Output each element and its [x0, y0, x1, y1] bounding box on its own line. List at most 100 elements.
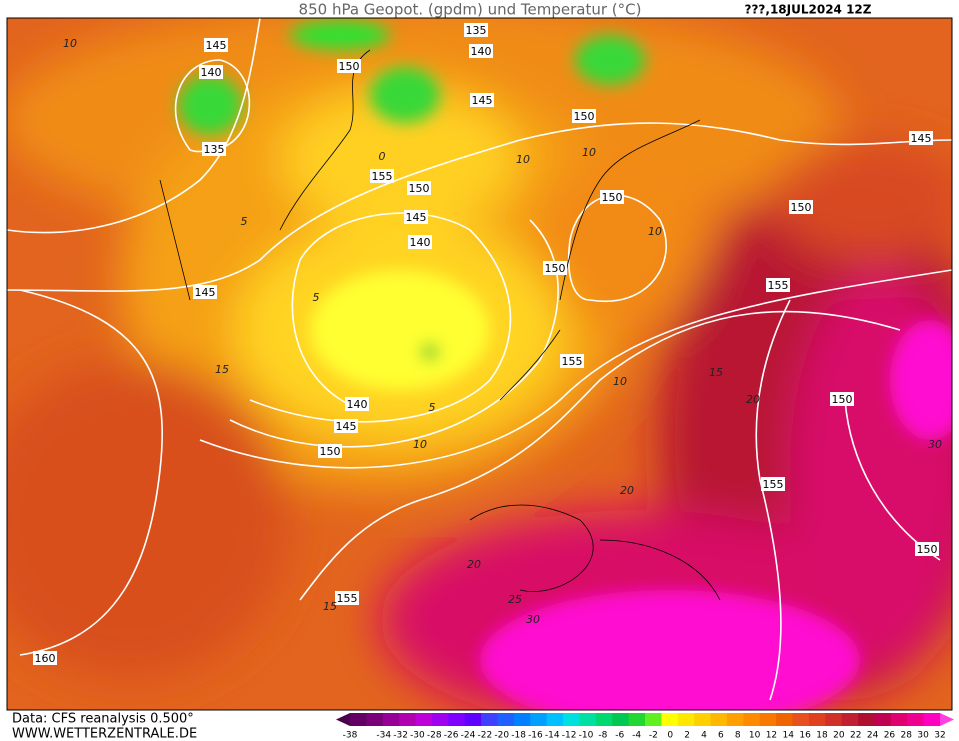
temperature-label: 10 [516, 153, 530, 166]
colorbar-label: 22 [850, 731, 861, 741]
temperature-label: 0 [379, 150, 386, 163]
colorbar-label: 30 [917, 731, 929, 741]
colorbar-swatch [546, 713, 564, 726]
height-label: 145 [195, 286, 216, 299]
colorbar-swatch [677, 713, 695, 726]
height-label: 150 [602, 191, 623, 204]
colorbar-label: -22 [478, 731, 493, 741]
temperature-label: 30 [928, 438, 942, 451]
site: WWW.WETTERZENTRALE.DE [12, 727, 197, 741]
height-label: 135 [204, 143, 225, 156]
temperature-label: 25 [508, 593, 522, 606]
colorbar-swatch [825, 713, 843, 726]
height-label-box [600, 190, 624, 204]
height-label: 145 [406, 211, 427, 224]
colorbar-swatch [858, 713, 875, 726]
height-label-box [469, 44, 493, 58]
colorbar-label: 28 [901, 731, 913, 741]
colorbar-label: -2 [649, 731, 658, 741]
height-label: 140 [347, 398, 368, 411]
height-label: 145 [472, 94, 493, 107]
height-label: 135 [466, 24, 487, 37]
colorbar-label: 4 [701, 731, 707, 741]
colorbar-swatch [513, 713, 531, 726]
colorbar-label: -28 [427, 731, 442, 741]
data-source: Data: CFS reanalysis 0.500° [12, 712, 194, 727]
colorbar-label: 14 [783, 731, 795, 741]
contour-labels: 1451401351351401501451501551501451401501… [33, 23, 942, 665]
height-label: 145 [336, 420, 357, 433]
height-label-box [193, 285, 217, 299]
colorbar-label: 20 [833, 731, 845, 741]
height-label-box [560, 354, 584, 368]
colorbar-label: 6 [718, 731, 724, 741]
height-label-box [318, 444, 342, 458]
height-label: 160 [35, 652, 56, 665]
colorbar-arrow [336, 713, 350, 726]
colorbar-label: -12 [562, 731, 577, 741]
colorbar-label: 2 [684, 731, 690, 741]
height-label: 150 [574, 110, 595, 123]
temperature-label: 10 [582, 146, 596, 159]
run-time: ???,18JUL2024 12Z [745, 3, 872, 17]
height-label-box [572, 109, 596, 123]
colorbar-swatch [776, 713, 793, 726]
colorbar-swatch [710, 713, 728, 726]
colorbar-swatch [628, 713, 646, 726]
colorbar-label: 26 [884, 731, 896, 741]
height-label-box [370, 169, 394, 183]
colorbar-swatch [726, 713, 744, 726]
colorbar-label: -24 [461, 731, 476, 741]
temperature-label: 5 [313, 291, 320, 304]
height-label: 150 [791, 201, 812, 214]
colorbar-swatch [530, 713, 548, 726]
colorbar-swatch [907, 713, 925, 726]
colorbar-swatch [415, 713, 433, 726]
height-label-box [202, 142, 226, 156]
colorbar-label: -20 [494, 731, 509, 741]
height-label: 155 [372, 170, 393, 183]
height-label: 150 [320, 445, 341, 458]
temperature-label: 10 [613, 375, 627, 388]
colorbar-swatch [431, 713, 449, 726]
colorbar-swatch [792, 713, 810, 726]
height-label: 150 [545, 262, 566, 275]
colorbar-swatch [350, 713, 367, 726]
height-label-box [761, 477, 785, 491]
colorbar-swatch [448, 713, 466, 726]
colorbar-label: 12 [766, 731, 777, 741]
colorbar-swatch [366, 713, 384, 726]
colorbar-label: -34 [376, 731, 391, 741]
colorbar-swatch [464, 713, 482, 726]
colorbar-label: -10 [579, 731, 594, 741]
colorbar-label: -38 [343, 731, 358, 741]
height-label-box [909, 131, 933, 145]
colorbar-swatch [645, 713, 662, 726]
colorbar-label: -26 [444, 731, 459, 741]
colorbar-swatch [497, 713, 515, 726]
height-label-box [199, 65, 223, 79]
colorbar-swatch [808, 713, 826, 726]
height-label-box [334, 419, 358, 433]
height-label-box [204, 38, 228, 52]
colorbar-swatch [399, 713, 417, 726]
height-label-box [464, 23, 488, 37]
colorbar-label: 18 [816, 731, 828, 741]
temperature-label: 5 [429, 401, 436, 414]
height-label: 150 [832, 393, 853, 406]
colorbar-label: -32 [393, 731, 408, 741]
temperature-label: 10 [648, 225, 662, 238]
colorbar-label: -18 [511, 731, 526, 741]
height-label: 150 [917, 543, 938, 556]
height-label: 155 [337, 592, 358, 605]
colorbar-label: -6 [615, 731, 624, 741]
colorbar-swatch [890, 713, 908, 726]
colorbar-label: 0 [667, 731, 673, 741]
height-label-box [789, 200, 813, 214]
height-label-box [335, 591, 359, 605]
colorbar: -38 -34 -32 -30 -28 -26 -24 -22 -20 -18 -16 -14 -12-… [336, 713, 954, 741]
colorbar-swatch [595, 713, 613, 726]
height-label: 145 [911, 132, 932, 145]
